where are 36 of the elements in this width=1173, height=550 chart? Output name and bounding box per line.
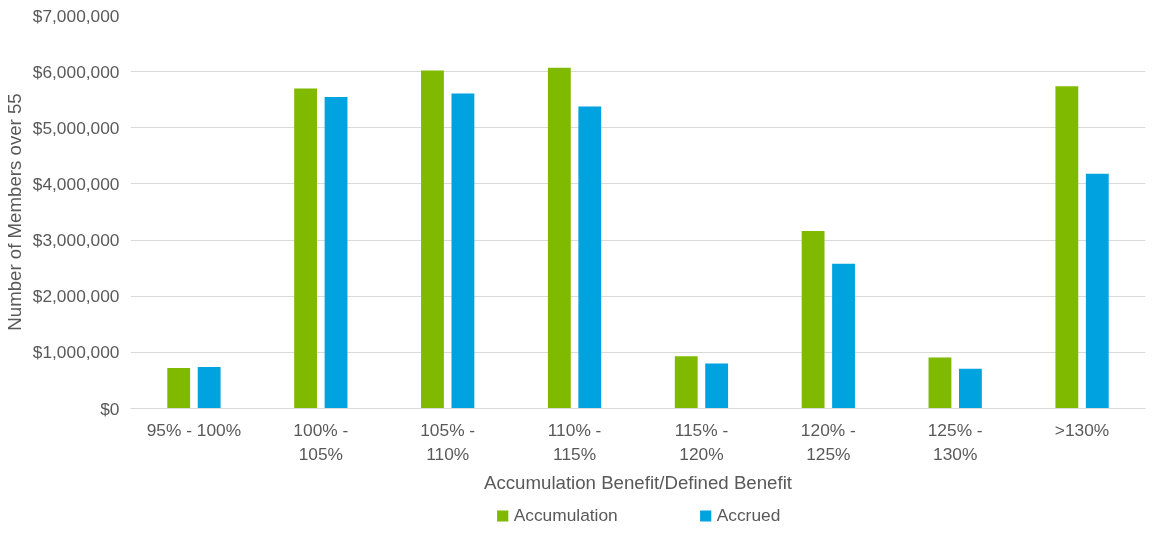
legend-label: Accrued [716,504,781,526]
bar [705,363,729,409]
y-tick-label: $0 [100,398,120,419]
y-tick-label: $4,000,000 [32,173,120,194]
bar [958,368,982,409]
bar [324,96,348,409]
x-axis-title: Accumulation Benefit/Defined Benefit [483,471,793,493]
bar [578,106,602,409]
y-tick-label: $6,000,000 [32,61,120,82]
x-tick-label: >130% [1054,419,1110,440]
bar [421,70,444,409]
y-tick-label: $3,000,000 [32,230,120,251]
legend-label: Accumulation [513,504,618,526]
x-tick-label: 105% - 110% [420,419,476,464]
bar [928,357,952,409]
bar [294,88,318,409]
x-tick-label: 125% - 130% [927,419,983,464]
y-axis-title: Number of Members over 55 [3,93,25,331]
y-tick-label: $2,000,000 [32,286,120,307]
bar [832,263,855,409]
bar [197,366,221,409]
bar [1085,173,1109,409]
x-tick-label: 110% - 115% [547,419,602,464]
y-tick-label: $5,000,000 [32,117,120,138]
bar [547,67,571,409]
bar [1055,86,1079,409]
x-tick-label: 115% - 120% [674,419,729,464]
x-tick-label: 95% - 100% [146,419,242,440]
y-tick-label: $7,000,000 [32,5,120,26]
x-tick-label: 100% - 105% [293,419,349,464]
bar [167,368,191,409]
bar [674,356,698,409]
bar [801,231,825,409]
bar [451,93,475,409]
y-tick-label: $1,000,000 [32,342,120,363]
x-tick-label: 120% - 125% [800,419,856,464]
